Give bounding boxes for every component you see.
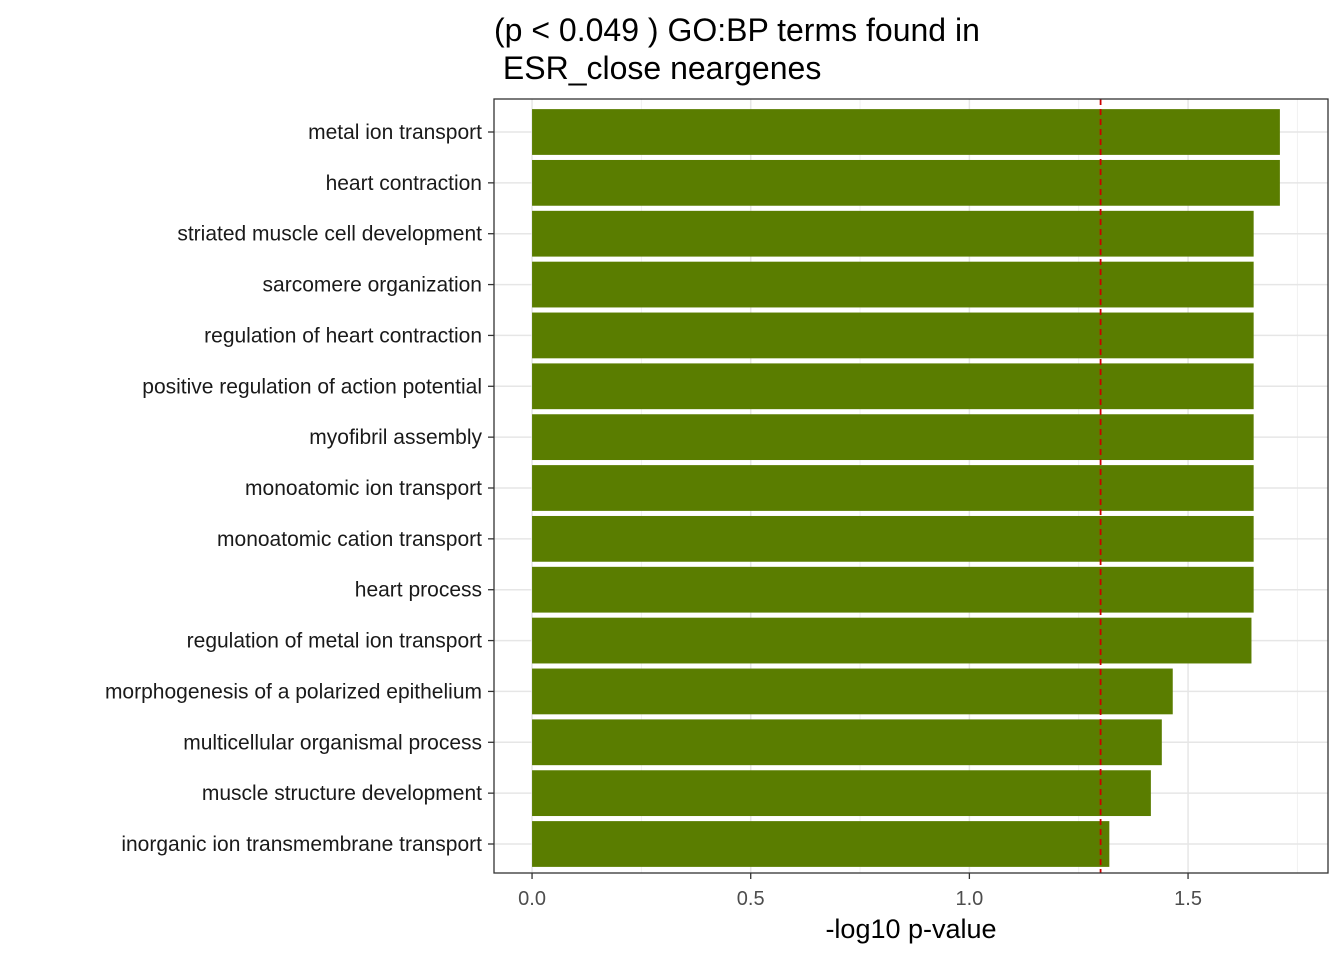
bar [532,821,1110,867]
x-tick-label: 0.0 [518,888,546,910]
bar [532,210,1254,257]
bars [532,109,1280,867]
plot-panel-border [493,98,1329,874]
bar [532,668,1173,715]
bar [532,770,1151,817]
x-axis-title: -log10 p-value [825,914,996,944]
category-label: monoatomic cation transport [217,528,482,551]
category-label: sarcomere organization [263,274,482,297]
x-tick-label: 0.5 [737,888,765,910]
category-label: muscle structure development [202,782,482,805]
chart-title: (p < 0.049 ) GO:BP terms found in ESR_cl… [494,12,980,86]
bar [532,261,1254,308]
category-label: metal ion transport [308,121,482,144]
bar [532,159,1280,206]
bar [532,566,1254,613]
category-label: positive regulation of action potential [142,375,482,398]
category-label: heart contraction [326,172,482,195]
value-axis: 0.0 0.5 1.0 1.5 [518,873,1202,910]
x-tick-label: 1.5 [1174,888,1202,910]
category-label: myofibril assembly [309,426,482,449]
category-label: morphogenesis of a polarized epithelium [105,680,482,703]
x-tick-label: 1.0 [955,888,983,910]
bar [532,515,1254,562]
bar [532,414,1254,461]
bar [532,363,1254,410]
category-label: regulation of metal ion transport [187,630,482,653]
bar [532,617,1252,664]
category-label: regulation of heart contraction [204,324,482,347]
category-label: inorganic ion transmembrane transport [121,833,482,856]
category-axis: metal ion transport heart contraction stri… [105,121,494,856]
category-label: multicellular organismal process [183,731,482,754]
chart-title-line-1: (p < 0.049 ) GO:BP terms found in [494,12,980,48]
category-label: striated muscle cell development [177,223,482,246]
bar [532,109,1280,155]
bar [532,719,1162,766]
bar [532,312,1254,359]
bar [532,465,1254,511]
category-label: heart process [355,579,482,602]
category-label: monoatomic ion transport [245,477,482,500]
chart-title-line-2: ESR_close neargenes [494,50,821,86]
